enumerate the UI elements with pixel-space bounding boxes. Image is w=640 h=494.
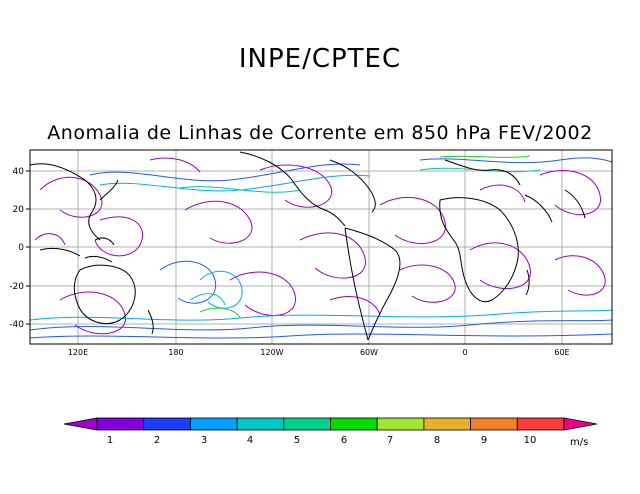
colorbar-swatch — [376, 417, 425, 431]
lat-tick-marks — [26, 170, 30, 325]
lon-label-180: 180 — [168, 348, 183, 357]
lat-label-minus20: -20 — [9, 282, 24, 292]
lon-label-120e: 120E — [68, 348, 88, 357]
map-subtitle: Anomalia de Linhas de Corrente em 850 hP… — [47, 122, 593, 144]
colorbar-label-8: 8 — [434, 435, 440, 446]
agency-title: INPE/CPTEC — [238, 44, 402, 74]
lon-label-60e: 60E — [554, 348, 569, 357]
colorbar-label-9: 9 — [481, 435, 487, 446]
lat-label-minus40: -40 — [9, 320, 24, 330]
colorbar-label-2: 2 — [154, 435, 160, 446]
colorbar-swatch — [143, 417, 191, 431]
lat-label-40: 40 — [13, 167, 25, 177]
colorbar-low-arrow — [63, 417, 98, 431]
lon-label-0: 0 — [462, 348, 467, 357]
colorbar-swatch — [423, 417, 471, 431]
colorbar-swatch — [236, 417, 285, 431]
lat-label-20: 20 — [13, 205, 25, 215]
colorbar-label-5: 5 — [294, 435, 300, 446]
coastlines — [29, 151, 586, 341]
colorbar-label-6: 6 — [341, 435, 347, 446]
lon-label-60w: 60W — [360, 348, 378, 357]
colorbar-label-10: 10 — [524, 435, 537, 446]
colorbar-label-4: 4 — [247, 435, 253, 446]
colorbar-swatch — [96, 417, 145, 431]
colorbar — [63, 417, 598, 431]
colorbar-label-1: 1 — [107, 435, 113, 446]
colorbar-swatch — [516, 417, 565, 431]
colorbar-unit: m/s — [570, 437, 588, 448]
colorbar-label-7: 7 — [387, 435, 393, 446]
colorbar-label-3: 3 — [201, 435, 207, 446]
colorbar-high-arrow — [563, 417, 598, 431]
colorbar-swatch — [330, 417, 378, 431]
colorbar-swatch — [470, 417, 518, 431]
lon-label-120w: 120W — [260, 348, 283, 357]
colorbar-swatch — [283, 417, 331, 431]
streamlines — [29, 155, 613, 339]
lat-label-0: 0 — [18, 243, 24, 253]
graticule — [30, 150, 612, 344]
colorbar-swatch — [189, 417, 238, 431]
